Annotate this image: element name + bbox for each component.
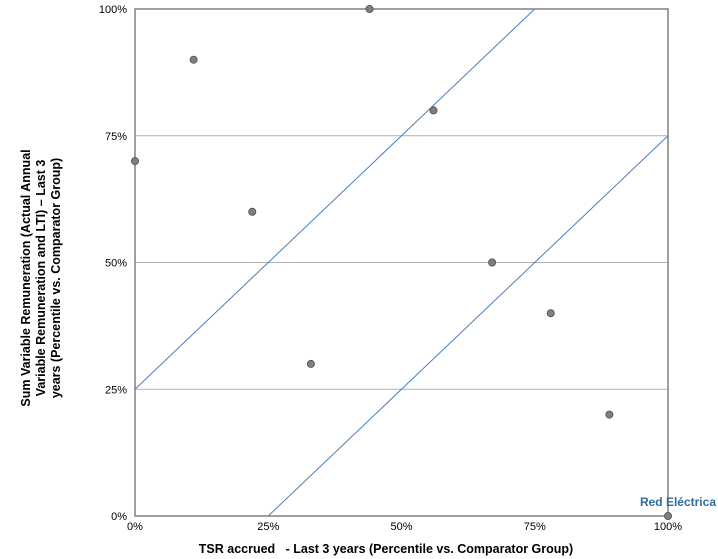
y-tick-label: 75% [105, 131, 127, 143]
data-point [429, 106, 438, 115]
highlight-label: Red Eléctrica [640, 495, 716, 509]
x-tick-label: 25% [257, 521, 279, 533]
x-axis-title: TSR accrued - Last 3 years (Percentile v… [199, 542, 573, 556]
y-tick-label: 25% [105, 384, 127, 396]
x-tick-label: 50% [390, 521, 412, 533]
band-lines [134, 8, 669, 517]
data-point [605, 410, 614, 419]
y-tick-label: 0% [111, 511, 127, 523]
data-point [248, 207, 257, 216]
y-axis-title-line-1: Sum Variable Remuneration (Actual Annual [19, 149, 33, 406]
data-points [130, 5, 673, 521]
data-point [488, 258, 497, 267]
data-point [130, 157, 139, 166]
x-tick-label: 75% [524, 521, 546, 533]
y-axis-title-line-3: years (Percentile vs. Comparator Group) [49, 158, 63, 398]
data-point [664, 512, 673, 521]
tick-labels: 0% 25% 50% 75% 100% 0% 25% 50% 75% 100% [99, 4, 682, 533]
y-tick-label: 100% [99, 4, 127, 16]
band-line [267, 135, 669, 517]
data-point [365, 5, 374, 13]
y-tick-label: 50% [105, 258, 127, 270]
data-point [306, 359, 315, 368]
y-axis-title-line-2: Variable Remuneration and LTI) – Last 3 [34, 160, 48, 397]
data-point [546, 309, 555, 318]
band-line [134, 8, 536, 390]
x-tick-label: 100% [654, 521, 682, 533]
gridlines [135, 135, 668, 390]
data-point [189, 55, 198, 64]
x-tick-label: 0% [127, 521, 143, 533]
y-axis-title: Sum Variable Remuneration (Actual Annual… [19, 149, 63, 406]
plot-frame [134, 8, 669, 517]
